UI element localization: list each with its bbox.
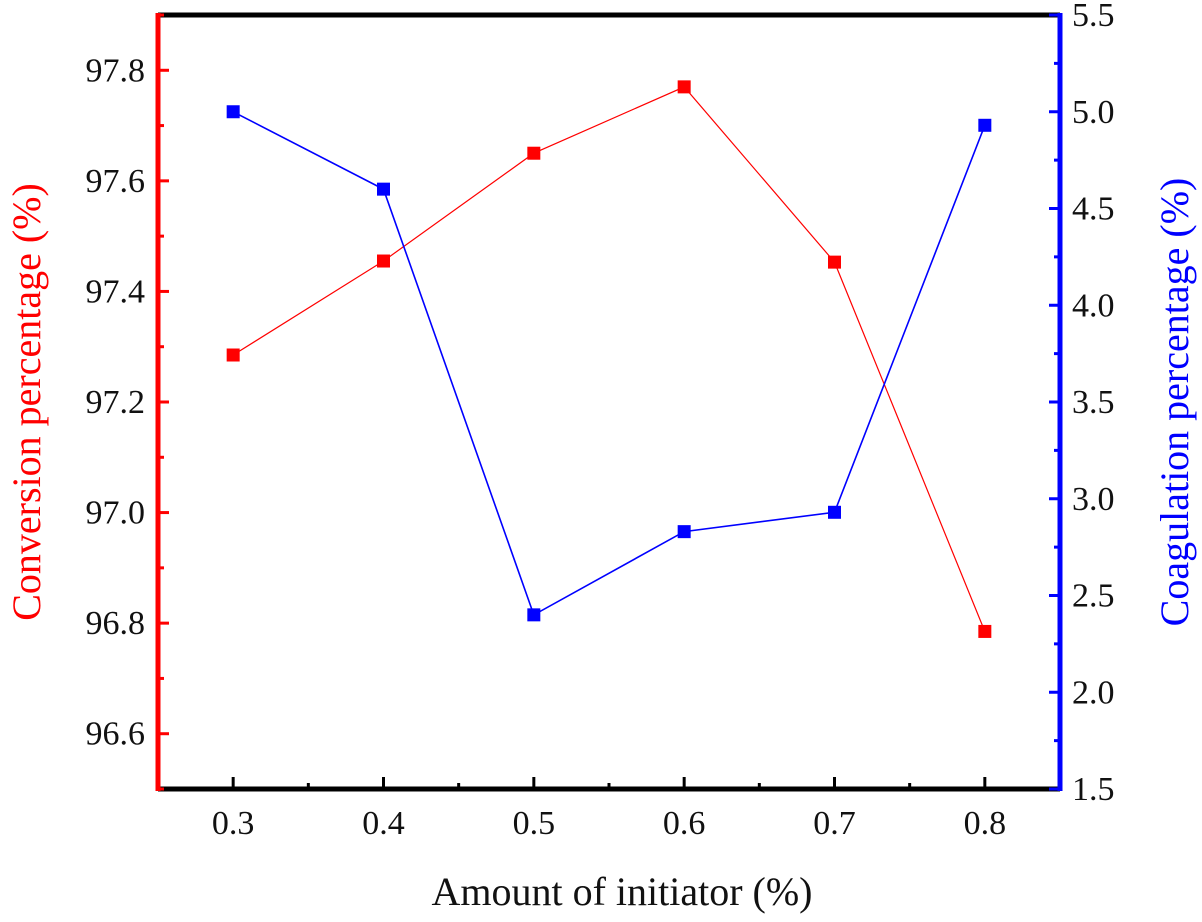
right-y-tick-label: 4.5	[1072, 191, 1115, 228]
series-conversion	[226, 80, 992, 638]
data-point	[377, 182, 390, 196]
x-tick-label: 0.5	[513, 805, 556, 842]
left-y-tick-label: 97.2	[86, 384, 146, 421]
x-tick-label: 0.4	[362, 805, 405, 842]
left-y-tick-label: 97.0	[86, 495, 146, 532]
right-y-axis-title: Coagulation percentage (%)	[1152, 178, 1197, 627]
data-point	[828, 505, 841, 519]
data-point	[828, 255, 841, 269]
axes: 0.3 0.4 0.5 0.6 0.7 0.8 96.6 96.8 97.0 97.2 97.4 97…	[86, 0, 1115, 842]
right-y-tick-label: 4.0	[1072, 287, 1115, 324]
series-coagulation	[226, 105, 992, 622]
data-point	[226, 105, 240, 119]
right-y-tick-label: 1.5	[1072, 771, 1115, 808]
data-point	[377, 254, 390, 268]
series-line	[232, 111, 986, 617]
x-axis-title: Amount of initiator (%)	[431, 869, 812, 914]
data-point	[527, 608, 541, 622]
data-point	[677, 80, 691, 94]
data-point	[226, 348, 240, 362]
plot-frame	[158, 12, 1060, 792]
right-y-tick-label: 3.5	[1072, 384, 1115, 421]
series-line	[232, 86, 986, 632]
right-y-tick-label: 3.0	[1072, 481, 1115, 518]
data-point	[978, 624, 992, 638]
x-tick-label: 0.7	[813, 805, 856, 842]
data-point	[677, 525, 691, 539]
right-y-tick-label: 5.0	[1072, 94, 1115, 131]
right-y-tick-label: 5.5	[1072, 0, 1115, 34]
left-y-axis-title: Conversion percentage (%)	[4, 183, 49, 621]
data-point	[527, 146, 541, 160]
left-y-tick-label: 96.6	[86, 716, 146, 753]
left-y-tick-label: 96.8	[86, 605, 146, 642]
data-point	[978, 118, 992, 132]
left-y-tick-label: 97.4	[86, 273, 146, 310]
left-y-tick-label: 97.8	[86, 52, 146, 89]
left-y-tick-label: 97.6	[86, 163, 146, 200]
right-y-tick-label: 2.5	[1072, 578, 1115, 615]
x-tick-label: 0.6	[663, 805, 706, 842]
x-tick-label: 0.3	[212, 805, 255, 842]
right-y-tick-label: 2.0	[1072, 674, 1115, 711]
series-layer	[226, 80, 992, 638]
x-tick-label: 0.8	[964, 805, 1007, 842]
